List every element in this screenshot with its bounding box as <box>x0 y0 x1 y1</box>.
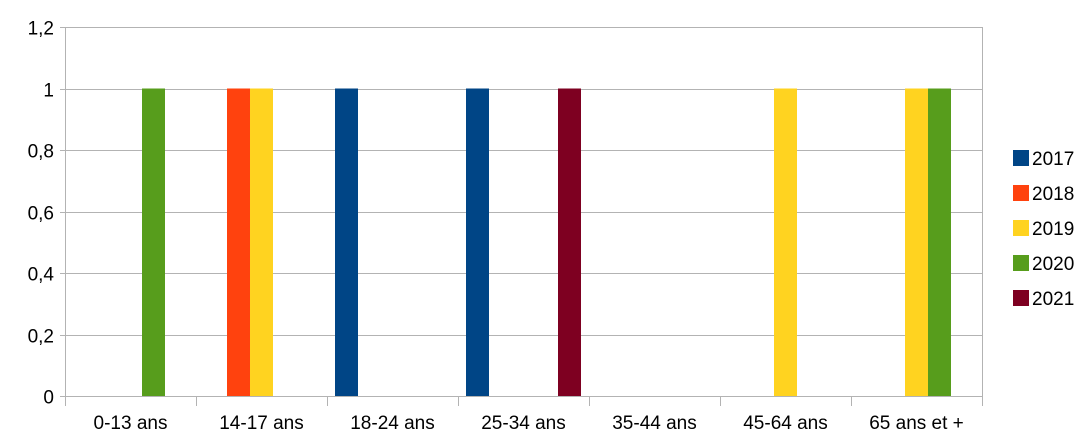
legend-label-2017: 2017 <box>1032 149 1074 170</box>
y-tick-label: 0,6 <box>28 204 54 225</box>
grid-lines <box>65 27 982 336</box>
y-tick-label: 0,2 <box>28 327 54 348</box>
x-tick-label: 25-34 ans <box>481 413 566 434</box>
bar-2018-1 <box>227 88 250 396</box>
legend: 2017 2018 2019 2020 2021 <box>1013 149 1074 310</box>
bar-2019-5 <box>774 88 797 396</box>
x-tick-label: 45-64 ans <box>743 413 828 434</box>
legend-swatch-2018 <box>1013 185 1029 201</box>
bars <box>142 88 951 396</box>
y-tick-labels: 0 0,2 0,4 0,6 0,8 1 1,2 <box>28 19 55 409</box>
bar-2017-3 <box>466 88 489 396</box>
y-tick-label: 0 <box>43 388 54 409</box>
x-tick-label: 65 ans et + <box>869 413 964 434</box>
bar-2019-6 <box>905 88 928 396</box>
legend-label-2019: 2019 <box>1032 219 1074 240</box>
bar-2020-0 <box>142 88 165 396</box>
legend-swatch-2019 <box>1013 220 1029 236</box>
bar-2019-1 <box>250 88 273 396</box>
y-tick-label: 1,2 <box>28 19 54 40</box>
y-tick-label: 1 <box>43 81 54 102</box>
legend-swatch-2020 <box>1013 255 1029 271</box>
x-tick-labels: 0-13 ans 14-17 ans 18-24 ans 25-34 ans 35-44… <box>94 413 964 434</box>
legend-label-2020: 2020 <box>1032 254 1074 275</box>
x-tick-label: 18-24 ans <box>350 413 435 434</box>
legend-swatch-2017 <box>1013 150 1029 166</box>
axes <box>60 27 983 406</box>
bar-2021-3 <box>558 88 581 396</box>
bar-2017-2 <box>335 88 358 396</box>
legend-label-2018: 2018 <box>1032 184 1074 205</box>
y-tick-label: 0,8 <box>28 142 54 163</box>
x-tick-label: 35-44 ans <box>612 413 697 434</box>
x-tick-label: 0-13 ans <box>94 413 168 434</box>
y-tick-label: 0,4 <box>28 265 55 286</box>
legend-label-2021: 2021 <box>1032 289 1074 310</box>
x-tick-label: 14-17 ans <box>219 413 304 434</box>
legend-swatch-2021 <box>1013 290 1029 306</box>
bar-2020-6 <box>928 88 951 396</box>
